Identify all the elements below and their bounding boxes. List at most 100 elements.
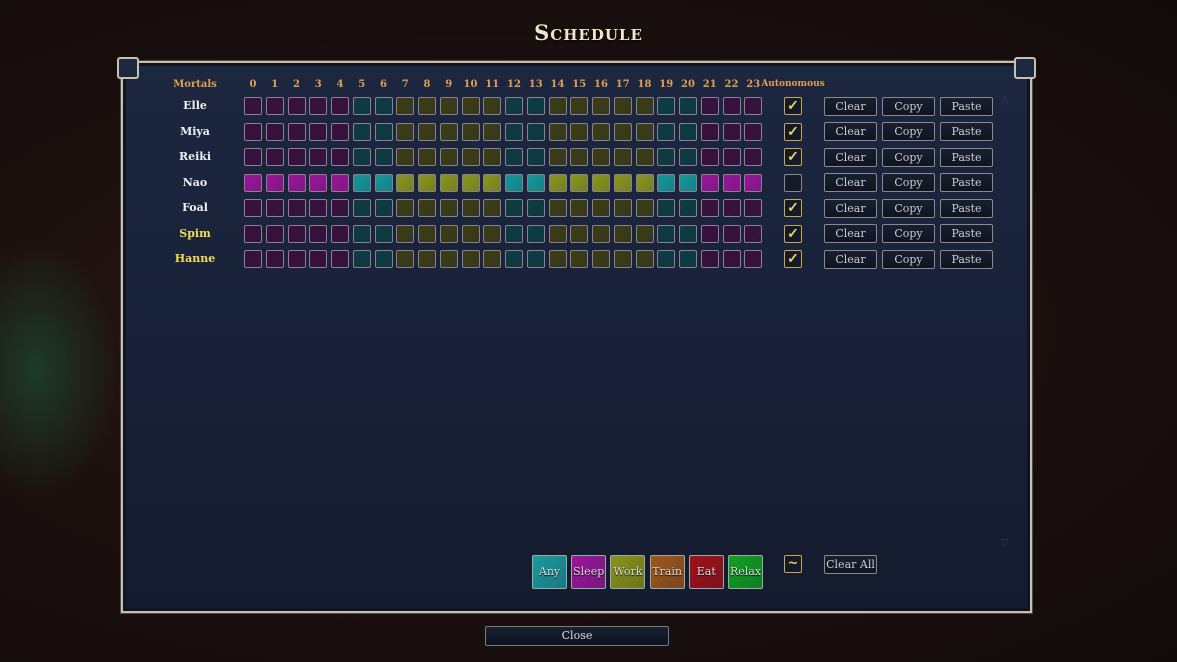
schedule-cell-any[interactable]: [679, 199, 697, 217]
copy-button[interactable]: Copy: [882, 198, 935, 218]
schedule-cell-sleep[interactable]: [700, 250, 719, 268]
schedule-cell-sleep[interactable]: [265, 224, 284, 243]
clear-all-button[interactable]: Clear All: [824, 555, 877, 574]
schedule-cell-sleep[interactable]: [265, 122, 284, 141]
schedule-cell-sleep[interactable]: [244, 224, 262, 243]
schedule-cell-work[interactable]: [461, 224, 480, 243]
schedule-cell-work[interactable]: [570, 224, 589, 243]
schedule-cell-work[interactable]: [483, 224, 502, 243]
schedule-cell-sleep[interactable]: [722, 224, 741, 243]
schedule-cell-any[interactable]: [374, 97, 393, 115]
autonomous-checkbox[interactable]: ✓: [784, 148, 802, 166]
schedule-cell-work[interactable]: [439, 148, 458, 166]
schedule-cell-any[interactable]: [526, 250, 545, 268]
paste-button[interactable]: Paste: [940, 96, 993, 116]
schedule-cell-any[interactable]: [374, 173, 393, 192]
schedule-cell-work[interactable]: [439, 250, 458, 268]
schedule-cell-any[interactable]: [505, 148, 523, 166]
schedule-cell-sleep[interactable]: [744, 250, 763, 268]
schedule-cell-sleep[interactable]: [744, 199, 763, 217]
schedule-cell-work[interactable]: [570, 173, 589, 192]
schedule-cell-any[interactable]: [505, 122, 523, 141]
schedule-cell-work[interactable]: [418, 224, 436, 243]
schedule-cell-work[interactable]: [439, 122, 458, 141]
schedule-cell-work[interactable]: [613, 122, 632, 141]
clear-button[interactable]: Clear: [824, 173, 877, 192]
schedule-cell-work[interactable]: [548, 250, 567, 268]
schedule-cell-work[interactable]: [613, 250, 632, 268]
schedule-cell-work[interactable]: [635, 97, 654, 115]
schedule-cell-any[interactable]: [657, 97, 676, 115]
schedule-cell-any[interactable]: [526, 199, 545, 217]
schedule-cell-work[interactable]: [439, 224, 458, 243]
schedule-cell-any[interactable]: [679, 224, 697, 243]
schedule-cell-any[interactable]: [505, 224, 523, 243]
schedule-cell-sleep[interactable]: [331, 173, 349, 192]
schedule-cell-any[interactable]: [505, 97, 523, 115]
paste-button[interactable]: Paste: [940, 198, 993, 218]
schedule-cell-work[interactable]: [396, 173, 415, 192]
schedule-cell-any[interactable]: [352, 250, 371, 268]
paste-button[interactable]: Paste: [940, 122, 993, 141]
schedule-cell-sleep[interactable]: [700, 173, 719, 192]
schedule-cell-sleep[interactable]: [309, 173, 328, 192]
schedule-cell-work[interactable]: [461, 250, 480, 268]
schedule-cell-sleep[interactable]: [309, 97, 328, 115]
schedule-cell-work[interactable]: [570, 250, 589, 268]
schedule-cell-sleep[interactable]: [700, 224, 719, 243]
schedule-cell-work[interactable]: [461, 199, 480, 217]
schedule-cell-sleep[interactable]: [744, 122, 763, 141]
schedule-cell-work[interactable]: [439, 199, 458, 217]
schedule-cell-any[interactable]: [657, 199, 676, 217]
copy-button[interactable]: Copy: [882, 147, 935, 167]
schedule-cell-work[interactable]: [548, 97, 567, 115]
scroll-up-icon[interactable]: △: [1001, 94, 1009, 105]
schedule-cell-sleep[interactable]: [244, 250, 262, 268]
legend-eat-button[interactable]: Eat: [688, 555, 724, 589]
schedule-cell-sleep[interactable]: [244, 148, 262, 166]
scroll-down-icon[interactable]: ▽: [1001, 538, 1009, 549]
schedule-cell-work[interactable]: [570, 148, 589, 166]
schedule-cell-sleep[interactable]: [244, 199, 262, 217]
close-button[interactable]: Close: [485, 626, 669, 646]
schedule-cell-any[interactable]: [679, 173, 697, 192]
schedule-cell-any[interactable]: [679, 122, 697, 141]
schedule-cell-sleep[interactable]: [287, 199, 306, 217]
schedule-cell-work[interactable]: [396, 250, 415, 268]
schedule-cell-any[interactable]: [679, 148, 697, 166]
schedule-cell-work[interactable]: [396, 97, 415, 115]
paste-button[interactable]: Paste: [940, 147, 993, 167]
schedule-cell-sleep[interactable]: [722, 148, 741, 166]
schedule-cell-sleep[interactable]: [265, 250, 284, 268]
paste-button[interactable]: Paste: [940, 249, 993, 269]
schedule-cell-sleep[interactable]: [722, 199, 741, 217]
schedule-cell-any[interactable]: [352, 224, 371, 243]
copy-button[interactable]: Copy: [882, 96, 935, 116]
schedule-cell-any[interactable]: [657, 148, 676, 166]
schedule-cell-sleep[interactable]: [244, 97, 262, 115]
schedule-cell-any[interactable]: [374, 250, 393, 268]
schedule-cell-work[interactable]: [483, 148, 502, 166]
schedule-cell-sleep[interactable]: [287, 148, 306, 166]
schedule-cell-work[interactable]: [418, 199, 436, 217]
schedule-cell-any[interactable]: [352, 97, 371, 115]
autonomous-checkbox[interactable]: ✓: [784, 199, 802, 217]
schedule-cell-sleep[interactable]: [722, 122, 741, 141]
schedule-cell-sleep[interactable]: [331, 250, 349, 268]
schedule-cell-any[interactable]: [526, 148, 545, 166]
schedule-cell-any[interactable]: [657, 122, 676, 141]
schedule-cell-any[interactable]: [374, 199, 393, 217]
schedule-cell-any[interactable]: [657, 250, 676, 268]
schedule-cell-work[interactable]: [592, 97, 610, 115]
schedule-cell-any[interactable]: [352, 173, 371, 192]
schedule-cell-sleep[interactable]: [309, 224, 328, 243]
legend-work-button[interactable]: Work: [610, 555, 646, 589]
schedule-cell-any[interactable]: [526, 173, 545, 192]
schedule-cell-work[interactable]: [635, 173, 654, 192]
schedule-cell-work[interactable]: [548, 173, 567, 192]
schedule-cell-sleep[interactable]: [744, 97, 763, 115]
schedule-cell-any[interactable]: [352, 122, 371, 141]
legend-sleep-button[interactable]: Sleep: [571, 555, 607, 589]
schedule-cell-work[interactable]: [635, 224, 654, 243]
schedule-cell-sleep[interactable]: [744, 148, 763, 166]
